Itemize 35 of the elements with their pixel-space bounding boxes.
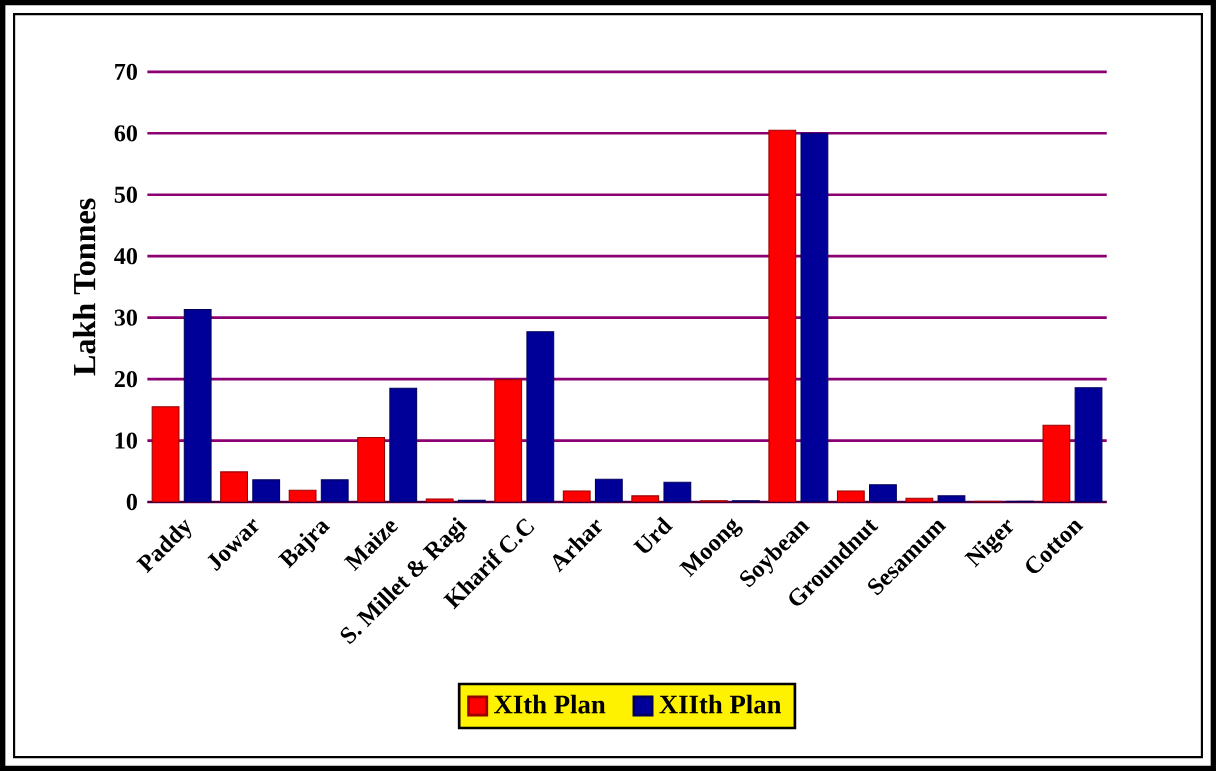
bar [594,478,623,502]
y-tick-label: 40 [114,247,137,265]
bar [494,379,523,502]
bar [220,471,248,502]
bar [905,497,934,502]
bar [937,495,966,502]
y-tick-label: 30 [114,309,137,326]
y-axis-title: Lakh Tonnes [72,198,96,376]
bar [526,331,555,502]
x-tick-label: Urd [633,516,673,553]
y-tick-label: 10 [115,432,137,449]
legend-label: XIth Plan [494,694,606,714]
bar [288,489,317,502]
bar [389,387,418,502]
bar [183,309,212,502]
y-tick-label: 50 [114,186,137,203]
bar [252,479,281,502]
legend-label: XIIth Plan [659,694,782,714]
bar [151,406,180,502]
bar [663,481,692,502]
y-tick-label: 0 [126,493,137,511]
bar [320,479,349,502]
bar [357,436,386,502]
bar [836,490,865,502]
bar [869,484,897,502]
bar [768,129,797,502]
y-tick-label: 60 [114,125,137,142]
bar [800,132,829,502]
y-tick-label: 70 [115,63,137,80]
y-tick-label: 20 [114,370,137,388]
bar [1042,424,1071,502]
bar [425,498,454,502]
bar [631,495,660,502]
bar [562,490,591,502]
bar [1074,387,1103,502]
